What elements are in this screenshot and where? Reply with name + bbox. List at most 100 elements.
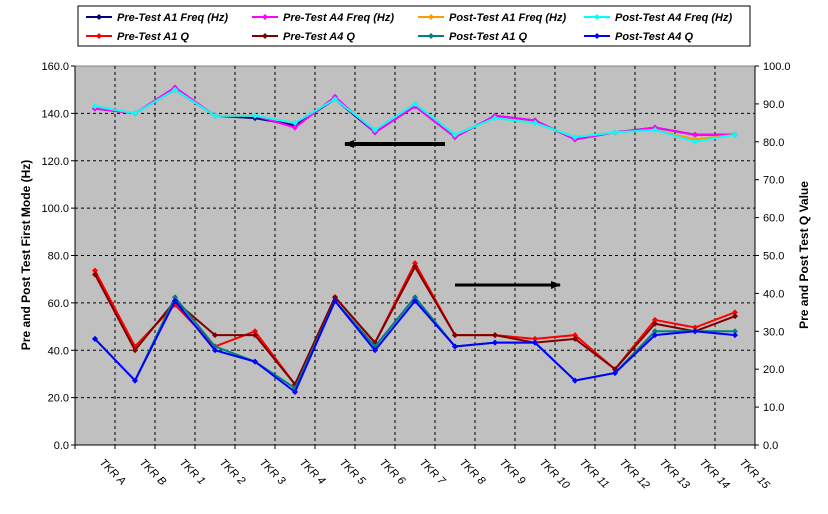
x-tick-label: TKR 10 <box>537 457 572 492</box>
y-left-tick-label: 120.0 <box>41 156 69 168</box>
data-point <box>572 335 578 342</box>
data-point <box>132 110 138 117</box>
data-point <box>212 332 218 339</box>
data-point <box>492 339 498 346</box>
legend-swatch-marker <box>96 14 102 20</box>
y-left-tick-label: 140.0 <box>41 108 69 120</box>
legend-swatch-marker <box>262 33 268 39</box>
data-point <box>412 294 418 301</box>
data-point <box>92 335 98 342</box>
x-tick-label: TKR 11 <box>577 457 611 491</box>
y-left-tick-label: 40.0 <box>48 345 69 357</box>
data-point <box>372 347 378 354</box>
legend-label: Pre-Test A1 Freq (Hz) <box>117 12 228 24</box>
data-point <box>452 332 458 339</box>
legend-swatch-marker <box>428 14 434 20</box>
x-tick-label: TKR 1 <box>177 457 208 488</box>
data-point <box>132 377 138 384</box>
data-point <box>692 328 698 335</box>
x-tick-label: TKR 7 <box>417 457 448 488</box>
data-point <box>332 96 338 103</box>
y-right-tick-label: 60.0 <box>763 213 784 225</box>
data-point <box>652 328 658 335</box>
y-right-tick-label: 40.0 <box>763 288 784 300</box>
y-right-tick-label: 20.0 <box>763 364 784 376</box>
x-tick-label: TKR 2 <box>217 457 248 488</box>
y-right-tick-label: 50.0 <box>763 251 784 263</box>
data-point <box>692 131 698 138</box>
legend-label: Post-Test A4 Q <box>615 31 693 43</box>
data-point <box>252 358 258 365</box>
data-point <box>612 129 618 136</box>
legend-swatch-marker <box>262 14 268 20</box>
data-point <box>652 320 658 327</box>
data-point <box>452 131 458 138</box>
data-point <box>332 297 338 304</box>
data-point <box>332 294 338 301</box>
legend-label: Post-Test A1 Freq (Hz) <box>449 12 566 24</box>
data-point <box>292 124 298 131</box>
x-tick-label: TKR 12 <box>617 457 652 492</box>
data-point <box>692 138 698 145</box>
data-point <box>652 332 658 339</box>
data-point <box>692 324 698 331</box>
data-point <box>732 332 738 339</box>
data-point <box>252 112 258 119</box>
y-left-tick-label: 100.0 <box>41 203 69 215</box>
data-point <box>652 126 658 133</box>
data-point <box>92 103 98 110</box>
x-tick-label: TKR A <box>97 457 128 488</box>
x-tick-label: TKR 4 <box>297 457 328 488</box>
data-point <box>212 347 218 354</box>
data-point <box>732 328 738 335</box>
data-point <box>732 131 738 138</box>
y-right-tick-label: 0.0 <box>763 440 778 452</box>
data-point <box>452 343 458 350</box>
data-point <box>252 332 258 339</box>
legend-label: Post-Test A4 Freq (Hz) <box>615 12 732 24</box>
x-tick-label: TKR B <box>137 457 168 488</box>
x-tick-label: TKR 6 <box>377 457 408 488</box>
y-axis-left-title: Pre and Post Test First Mode (Hz) <box>19 160 33 350</box>
legend-swatch-marker <box>428 33 434 39</box>
legend-swatch-marker <box>594 14 600 20</box>
data-point <box>532 339 538 346</box>
data-point <box>172 297 178 304</box>
y-right-tick-label: 30.0 <box>763 326 784 338</box>
data-point <box>292 119 298 126</box>
y-left-tick-label: 20.0 <box>48 393 69 405</box>
y-axis-right-title: Pre and Post Test Q Value <box>797 181 811 329</box>
x-tick-label: TKR 3 <box>257 457 288 488</box>
data-point <box>292 388 298 395</box>
data-point <box>572 377 578 384</box>
x-tick-label: TKR 13 <box>657 457 692 492</box>
series-lines <box>92 84 738 395</box>
data-point <box>212 112 218 119</box>
data-point <box>92 267 98 274</box>
data-point <box>172 86 178 93</box>
y-right-tick-label: 70.0 <box>763 175 784 187</box>
x-tick-label: TKR 15 <box>737 457 772 492</box>
data-point <box>532 335 538 342</box>
data-point <box>732 313 738 320</box>
gridlines <box>75 66 755 445</box>
data-point <box>732 309 738 316</box>
data-point <box>652 316 658 323</box>
data-point <box>412 100 418 107</box>
y-right-tick-label: 100.0 <box>763 61 791 73</box>
data-point <box>412 297 418 304</box>
x-tick-label: TKR 9 <box>497 457 528 488</box>
data-point <box>412 260 418 267</box>
x-tick-label: TKR 8 <box>457 457 488 488</box>
x-tick-label: TKR 14 <box>697 457 732 492</box>
data-point <box>532 119 538 126</box>
y-right-tick-label: 90.0 <box>763 99 784 111</box>
data-point <box>412 263 418 270</box>
y-left-tick-label: 160.0 <box>41 61 69 73</box>
data-point <box>492 115 498 122</box>
x-tick-label: TKR 5 <box>337 457 368 488</box>
data-point <box>132 347 138 354</box>
legend-box <box>77 5 751 47</box>
